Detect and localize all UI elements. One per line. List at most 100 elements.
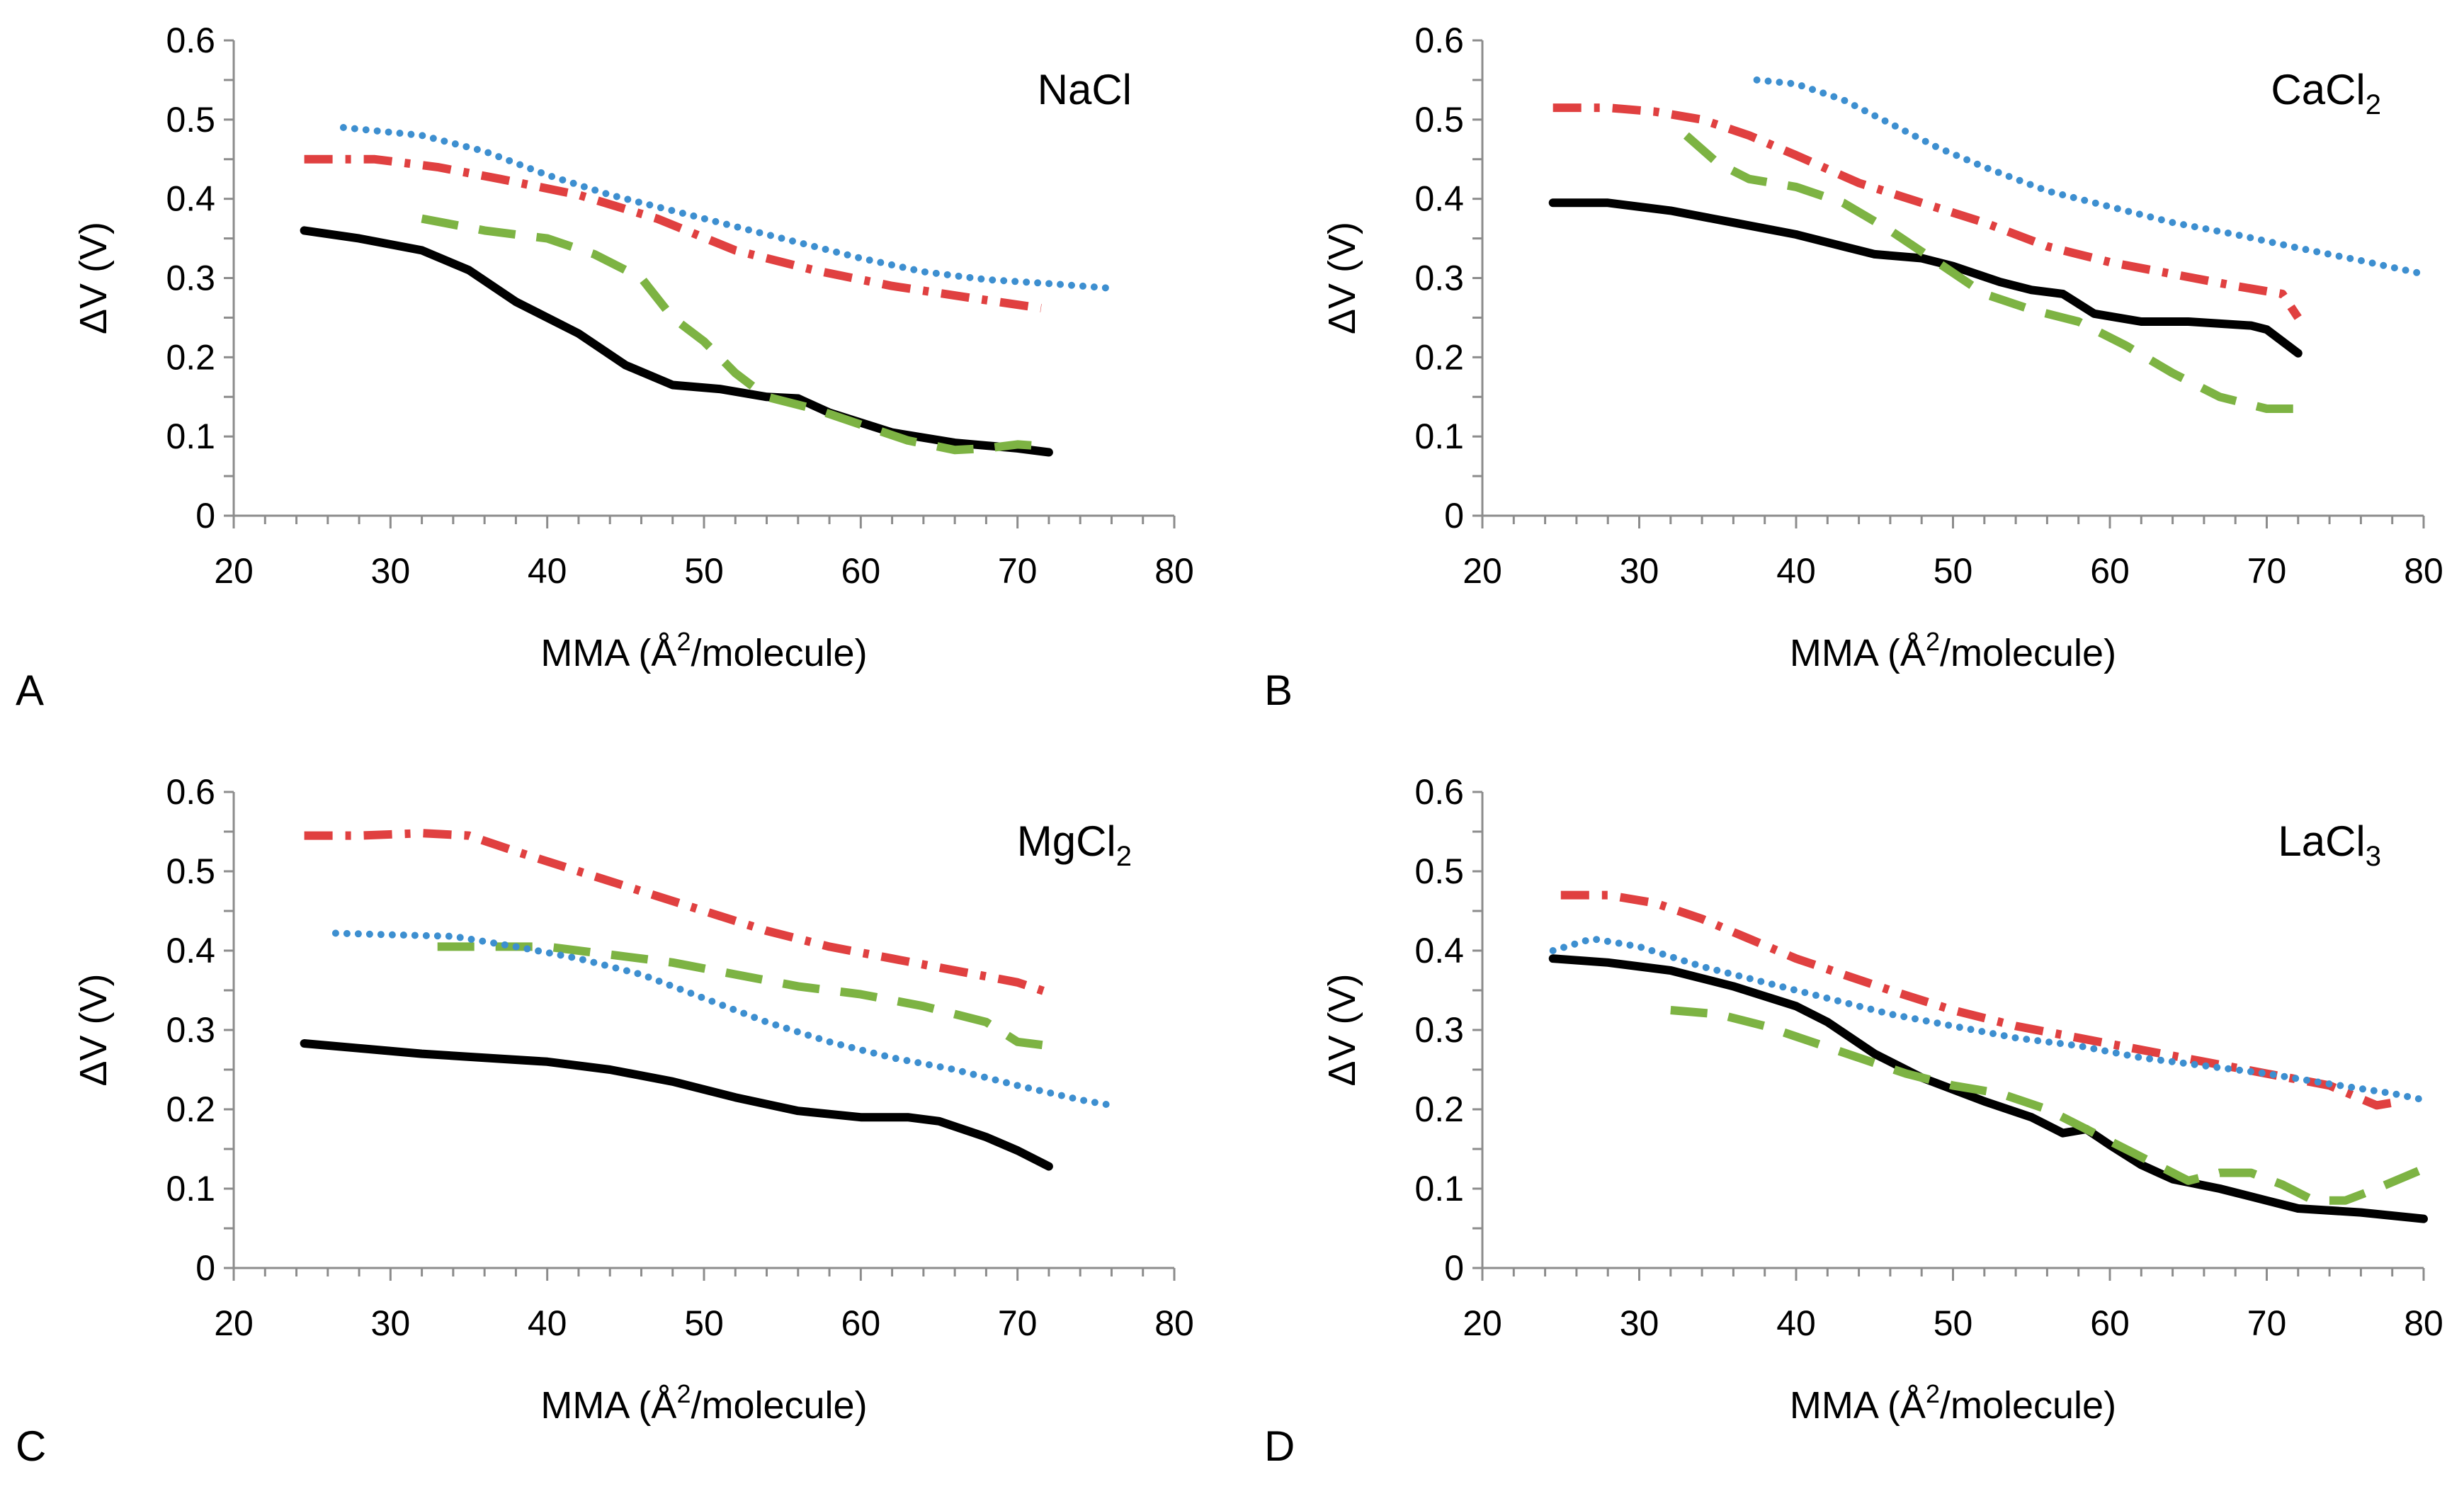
x-tick-label: 70: [2247, 551, 2287, 591]
panel-c: 00.10.20.30.40.50.620 30 40 50 60 70 80MgCl2MM…: [16, 772, 1194, 1470]
series-solid-line: [300, 226, 1053, 457]
salt-label-subscript: 2: [1116, 841, 1132, 872]
salt-label: MgCl2: [1017, 817, 1132, 872]
y-tick-label: 0: [1444, 1248, 1464, 1288]
y-tick-label: 0.1: [1414, 417, 1464, 456]
y-tick-label: 0: [195, 496, 215, 536]
x-tick-label: 50: [684, 1303, 724, 1343]
x-tick-label: 20: [1463, 551, 1502, 591]
salt-label-main: NaCl: [1038, 66, 1132, 113]
x-tick-label: 80: [2404, 1303, 2443, 1343]
y-tick-label: 0.4: [1414, 931, 1464, 970]
y-tick-label: 0: [1444, 496, 1464, 536]
x-tick-label: 60: [2090, 551, 2130, 591]
panel-b: 00.10.20.30.40.50.620 30 40 50 60 70 80CaCl2MM…: [1264, 21, 2443, 714]
y-tick-label: 0.6: [1414, 772, 1464, 812]
salt-label-subscript: 3: [2366, 841, 2381, 872]
y-axis-title: ΔV (V): [72, 222, 115, 334]
panel-a: 0 0.1 0.2 0.3 0.4 0.5 0.6 20 30 40 50 60 70 80 NaCl MMA…: [16, 21, 1194, 714]
panel-letter: D: [1264, 1422, 1295, 1470]
y-tick-label: 0.3: [1414, 259, 1464, 298]
series-dashdot-line: [304, 154, 1042, 312]
y-tick-label: 0.5: [166, 100, 215, 140]
salt-label: NaCl: [1038, 66, 1132, 113]
x-axis-title-post: /molecule): [1940, 632, 2116, 674]
x-tick-label: 20: [1463, 1303, 1502, 1343]
y-tick-label: 0.2: [166, 1089, 215, 1129]
panel-letter: A: [16, 667, 44, 714]
panel-letter: B: [1264, 667, 1293, 714]
y-axis-title: ΔV (V): [1321, 222, 1363, 334]
x-tick-label: 60: [841, 1303, 881, 1343]
series-dashed-line: [421, 214, 1042, 455]
y-tick-label: 0.1: [166, 417, 215, 456]
x-tick-label: 80: [1154, 1303, 1194, 1343]
y-tick-label: 0.1: [1414, 1169, 1464, 1208]
salt-label: LaCl3: [2278, 817, 2381, 872]
y-axis-title: ΔV (V): [1321, 973, 1363, 1086]
x-tick-label: 50: [1934, 551, 1973, 591]
x-tick-label: 30: [371, 551, 411, 591]
y-tick-label: 0.2: [1414, 1089, 1464, 1129]
x-tick-label: 80: [2404, 551, 2443, 591]
x-axis-title-superscript: 2: [676, 627, 691, 656]
x-axis-title-pre: MMA (Å: [1790, 1384, 1926, 1427]
series-dashed-line: [1670, 1006, 2426, 1205]
x-tick-label: 60: [2090, 1303, 2130, 1343]
x-tick-label: 50: [684, 551, 724, 591]
x-tick-label: 50: [1934, 1303, 1973, 1343]
series-dashed-line: [1683, 132, 2298, 413]
series-solid-line: [1548, 198, 2303, 358]
y-tick-label: 0.4: [1414, 179, 1464, 219]
y-tick-label: 0.2: [1414, 337, 1464, 377]
series-dashdot-line: [304, 829, 1050, 997]
x-tick-label: 60: [841, 551, 881, 591]
y-tick-label: 0.3: [1414, 1010, 1464, 1050]
x-tick-label: 40: [528, 551, 567, 591]
y-axis-title: ΔV (V): [72, 973, 115, 1086]
x-tick-label: 40: [1776, 1303, 1816, 1343]
x-axis-title-superscript: 2: [1926, 627, 1940, 656]
x-tick-label: 30: [371, 1303, 411, 1343]
x-axis-title-pre: MMA (Å: [540, 632, 676, 674]
panel-letter: C: [16, 1422, 46, 1470]
salt-label-main: MgCl: [1017, 817, 1116, 865]
y-tick-label: 0.3: [166, 1010, 215, 1050]
x-axis-title-pre: MMA (Å: [1790, 632, 1926, 674]
series-dashdot-line: [1560, 890, 2401, 1110]
series-solid-line: [300, 1039, 1053, 1171]
x-axis-title-superscript: 2: [1926, 1379, 1940, 1408]
x-tick-label: 30: [1620, 1303, 1659, 1343]
y-tick-label: 0.2: [166, 337, 215, 377]
y-tick-label: 0.5: [166, 851, 215, 891]
x-tick-label: 30: [1620, 551, 1659, 591]
x-tick-label: 70: [998, 1303, 1038, 1343]
x-tick-label: 80: [1154, 551, 1194, 591]
x-tick-label: 20: [214, 1303, 254, 1343]
y-tick-label: 0.6: [166, 21, 215, 60]
y-tick-label: 0: [195, 1248, 215, 1288]
x-axis-title-pre: MMA (Å: [540, 1384, 676, 1427]
x-tick-label: 70: [998, 551, 1038, 591]
x-axis-title-post: /molecule): [691, 1384, 867, 1427]
series-dashed-line: [437, 942, 1050, 1051]
series-dashdot-line: [1552, 103, 2302, 320]
salt-label-subscript: 2: [2366, 89, 2381, 120]
y-tick-label: 0.5: [1414, 100, 1464, 140]
x-axis-title: MMA (Å2/molecule): [540, 1379, 867, 1427]
y-tick-label: 0.4: [166, 179, 215, 219]
salt-label-main: CaCl: [2271, 66, 2365, 113]
salt-label: CaCl2: [2271, 66, 2381, 120]
salt-label-main: LaCl: [2278, 817, 2365, 865]
x-axis-title-post: /molecule): [1940, 1384, 2116, 1427]
x-axis-title: MMA (Å2/molecule): [540, 627, 867, 674]
panel-d: 0 0.1 0.2 0.3 0.4 0.5 0.6 20 30 40 50 60 70 80 LaCl3 MM…: [1264, 772, 2443, 1470]
series-dotted-line: [1549, 935, 2427, 1104]
series-dotted-line: [331, 929, 1115, 1109]
series-solid-line: [1548, 954, 2428, 1223]
y-tick-label: 0.6: [1414, 21, 1464, 60]
x-axis-title-superscript: 2: [676, 1379, 691, 1408]
x-axis-title: MMA (Å2/molecule): [1790, 627, 2116, 674]
y-tick-label: 0.6: [166, 772, 215, 812]
